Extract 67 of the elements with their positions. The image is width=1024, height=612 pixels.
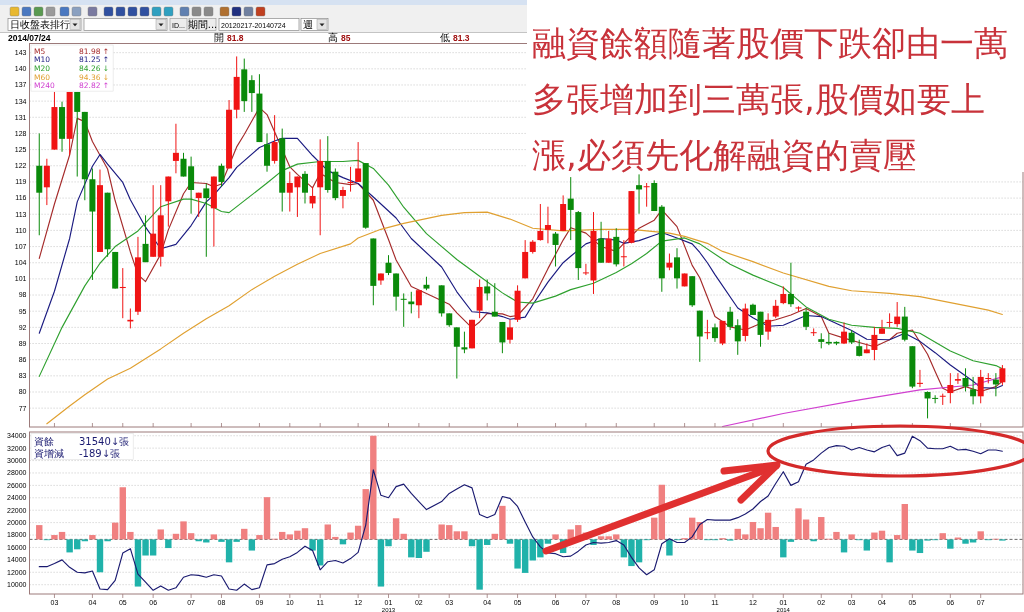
candlestick bbox=[172, 123, 179, 174]
text: 開 81.8 bbox=[214, 31, 244, 43]
candlestick bbox=[461, 331, 468, 354]
candlestick bbox=[962, 367, 969, 392]
candlestick bbox=[765, 312, 772, 341]
candlestick bbox=[264, 132, 271, 173]
candlestick bbox=[301, 170, 308, 204]
candlestick bbox=[803, 308, 810, 331]
candlestick bbox=[339, 186, 346, 209]
candlestick bbox=[537, 203, 544, 242]
candlestick bbox=[552, 231, 559, 267]
candlestick bbox=[393, 272, 400, 312]
candlestick bbox=[734, 318, 741, 356]
candlestick bbox=[484, 278, 491, 301]
candlestick bbox=[947, 372, 954, 404]
candlestick bbox=[719, 320, 726, 346]
candlestick bbox=[476, 278, 483, 319]
candlestick bbox=[970, 376, 977, 405]
text: 2014/07/24 bbox=[8, 32, 51, 43]
candlestick bbox=[879, 319, 885, 335]
candlestick bbox=[932, 394, 939, 404]
candlestick bbox=[939, 393, 946, 406]
text: 期間... bbox=[187, 19, 218, 31]
candlestick bbox=[499, 321, 506, 354]
text: 週 bbox=[303, 19, 313, 31]
candlestick bbox=[74, 91, 81, 178]
candlestick bbox=[400, 292, 407, 328]
candlestick bbox=[355, 141, 362, 183]
line-series bbox=[46, 211, 1003, 425]
candlestick bbox=[218, 163, 225, 188]
candlestick bbox=[377, 272, 384, 286]
candlestick bbox=[711, 323, 718, 343]
candlestick bbox=[916, 369, 923, 388]
candlestick bbox=[43, 158, 50, 206]
text: 日收盤表排行 bbox=[10, 19, 70, 31]
candlestick bbox=[453, 326, 460, 380]
candlestick bbox=[248, 74, 255, 113]
candlestick bbox=[787, 262, 794, 308]
candlestick bbox=[506, 319, 513, 345]
candlestick bbox=[385, 254, 392, 276]
candlestick bbox=[544, 206, 551, 244]
candlestick bbox=[415, 289, 422, 319]
candlestick bbox=[567, 176, 574, 241]
candlestick bbox=[142, 214, 149, 263]
candlestick bbox=[491, 282, 498, 318]
candlestick bbox=[271, 114, 278, 165]
candlestick bbox=[203, 183, 210, 258]
candlestick bbox=[150, 184, 157, 258]
candlestick bbox=[999, 364, 1006, 386]
candlestick bbox=[924, 390, 931, 419]
text: 低 81.3 bbox=[440, 31, 470, 43]
candlestick bbox=[119, 267, 126, 319]
candlestick bbox=[643, 182, 650, 208]
candlestick bbox=[674, 247, 681, 290]
candlestick bbox=[772, 299, 779, 319]
candlestick bbox=[347, 166, 354, 193]
candlestick bbox=[636, 173, 643, 215]
candlestick bbox=[704, 319, 711, 340]
candlestick bbox=[195, 192, 202, 218]
candlestick bbox=[954, 372, 961, 385]
candlestick bbox=[727, 306, 734, 331]
candlestick bbox=[620, 239, 627, 267]
candlestick bbox=[901, 306, 908, 342]
candlestick bbox=[309, 186, 316, 209]
candlestick bbox=[757, 311, 764, 348]
annotation: 融資餘額隨著股價下跌卻由一萬多張增加到三萬張,股價如要上漲,必須先化解融資的賣壓 bbox=[532, 23, 1008, 175]
text: 高 85 bbox=[328, 31, 351, 43]
